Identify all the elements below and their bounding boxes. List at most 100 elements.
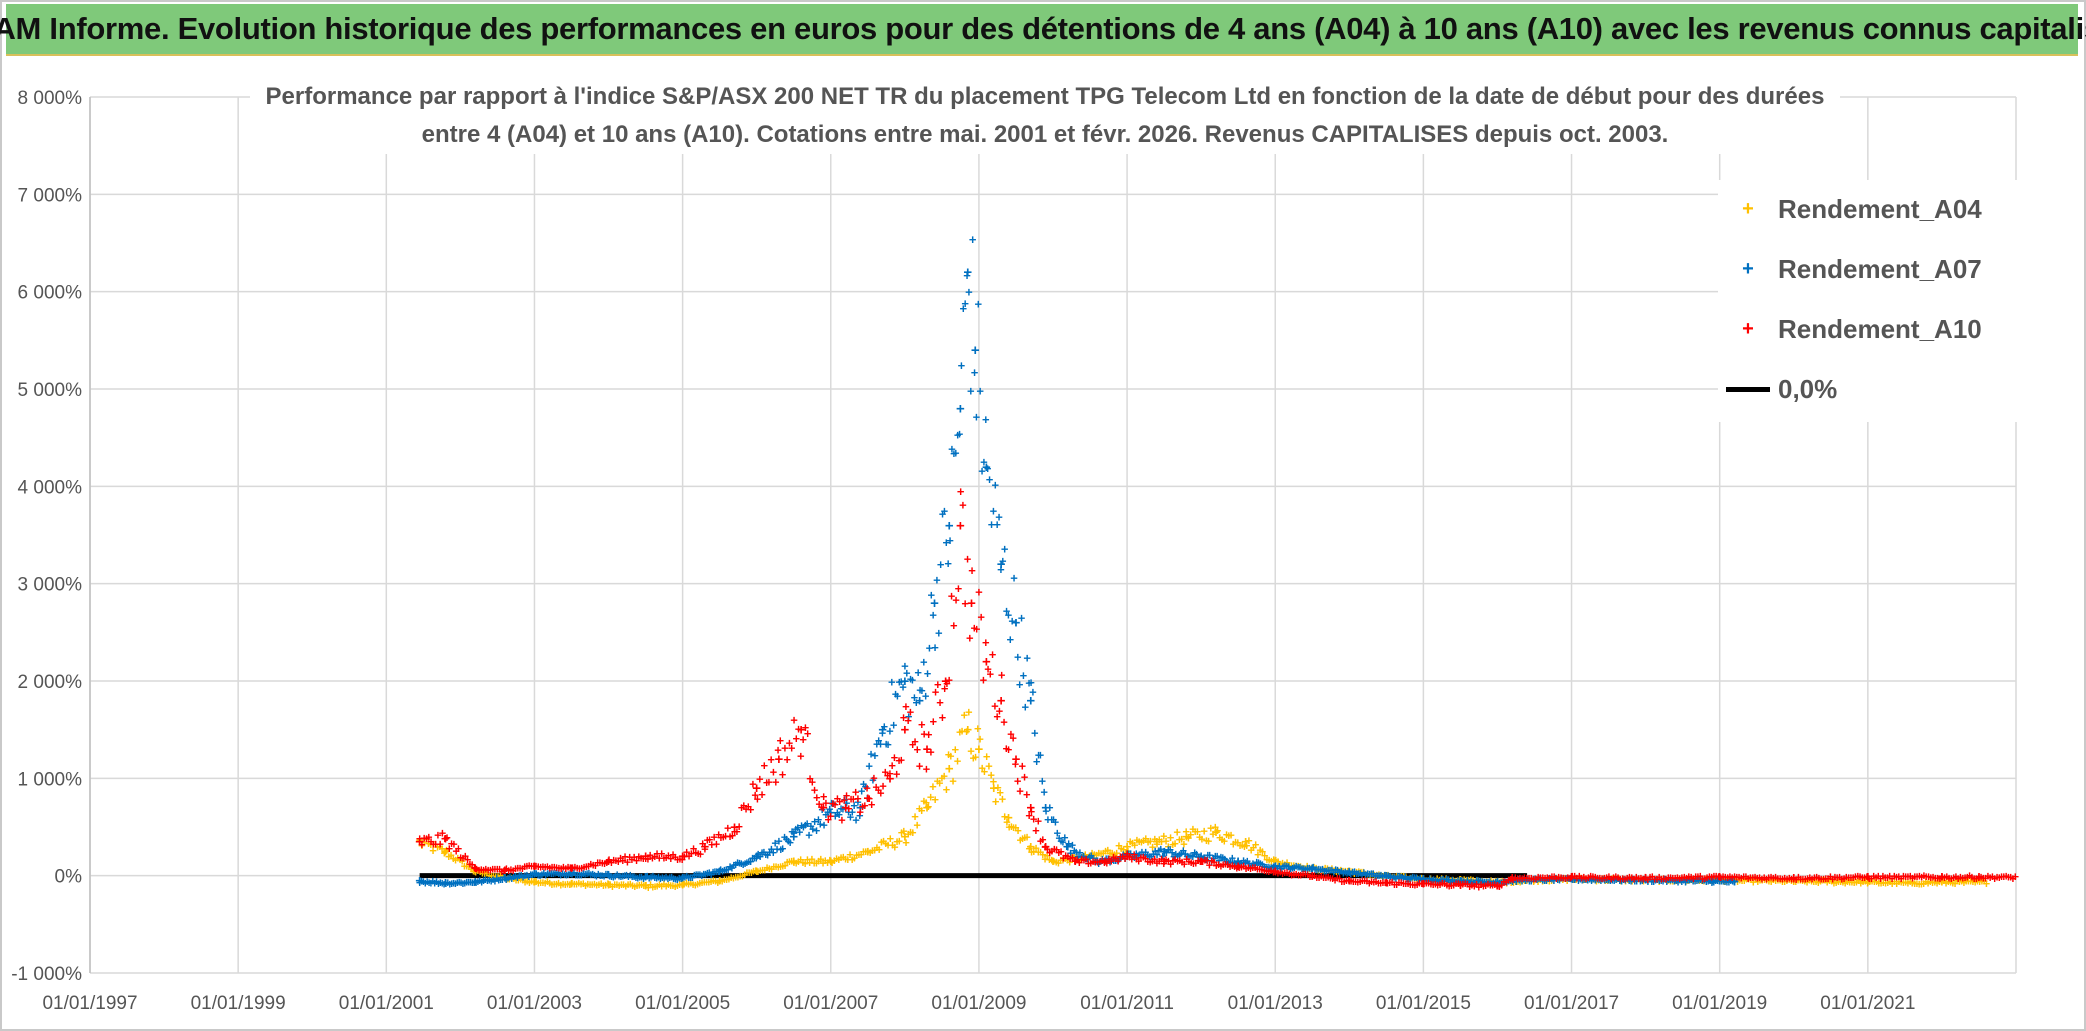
- data-point-rendement_a07: +: [709, 865, 717, 880]
- data-point-rendement_a04: +: [1810, 874, 1818, 889]
- data-point-rendement_a10: +: [900, 722, 909, 739]
- data-point-rendement_a04: +: [1752, 872, 1760, 887]
- data-point-rendement_a07: +: [1481, 874, 1489, 889]
- data-point-rendement_a04: +: [833, 851, 841, 866]
- data-point-rendement_a07: +: [965, 285, 973, 300]
- data-point-rendement_a10: +: [1427, 877, 1435, 892]
- data-point-rendement_a07: +: [1435, 874, 1443, 889]
- data-point-rendement_a04: +: [415, 834, 424, 851]
- data-point-rendement_a10: +: [1432, 877, 1440, 892]
- data-point-rendement_a07: +: [1072, 844, 1080, 859]
- data-point-rendement_a10: +: [1557, 870, 1565, 885]
- data-point-rendement_a04: +: [1315, 862, 1323, 877]
- data-point-rendement_a04: +: [1232, 834, 1240, 849]
- data-point-rendement_a07: +: [1037, 748, 1045, 763]
- data-point-rendement_a10: +: [742, 802, 750, 817]
- data-point-rendement_a04: +: [456, 852, 464, 867]
- report-title: ADAM Informe. Evolution historique des p…: [0, 11, 2086, 46]
- data-point-rendement_a10: +: [998, 668, 1006, 683]
- data-point-rendement_a07: +: [495, 873, 503, 888]
- data-point-rendement_a04: +: [429, 843, 437, 858]
- data-point-rendement_a04: +: [445, 849, 453, 864]
- data-point-rendement_a04: +: [1456, 872, 1465, 889]
- data-point-rendement_a04: +: [1684, 873, 1692, 888]
- data-point-rendement_a10: +: [1251, 860, 1259, 875]
- data-point-rendement_a07: +: [1403, 871, 1411, 886]
- data-point-rendement_a10: +: [872, 779, 880, 794]
- data-point-rendement_a04: +: [772, 859, 780, 874]
- data-point-rendement_a07: +: [1114, 853, 1122, 868]
- data-point-rendement_a10: +: [1217, 859, 1225, 874]
- data-point-rendement_a04: +: [1099, 846, 1107, 861]
- data-point-rendement_a10: +: [493, 861, 501, 876]
- data-point-rendement_a10: +: [1014, 773, 1022, 788]
- data-point-rendement_a07: +: [450, 875, 458, 890]
- data-point-rendement_a10: +: [1119, 849, 1127, 864]
- data-point-rendement_a07: +: [437, 875, 445, 890]
- data-point-rendement_a04: +: [1189, 822, 1197, 837]
- data-point-rendement_a04: +: [1608, 871, 1616, 886]
- data-point-rendement_a07: +: [617, 869, 625, 884]
- data-point-rendement_a07: +: [1168, 845, 1176, 860]
- data-point-rendement_a07: +: [1541, 873, 1549, 888]
- data-point-rendement_a04: +: [1308, 860, 1317, 877]
- data-point-rendement_a04: +: [902, 835, 910, 850]
- data-point-rendement_a04: +: [582, 878, 590, 893]
- data-point-rendement_a07: +: [530, 866, 539, 883]
- data-point-rendement_a07: +: [922, 689, 930, 704]
- data-point-rendement_a07: +: [1142, 845, 1150, 860]
- data-point-rendement_a04: +: [438, 841, 446, 856]
- data-point-rendement_a10: +: [610, 853, 618, 868]
- data-point-rendement_a04: +: [1602, 873, 1610, 888]
- data-point-rendement_a10: +: [692, 845, 700, 860]
- data-point-rendement_a04: +: [848, 852, 856, 867]
- data-point-rendement_a07: +: [1146, 849, 1154, 864]
- data-point-rendement_a07: +: [900, 673, 909, 690]
- data-point-rendement_a04: +: [920, 793, 928, 808]
- data-point-rendement_a04: +: [1303, 859, 1311, 874]
- data-point-rendement_a04: +: [1088, 845, 1096, 860]
- data-point-rendement_a07: +: [1353, 866, 1361, 881]
- data-point-rendement_a10: +: [1548, 869, 1556, 884]
- data-point-rendement_a07: +: [1093, 853, 1101, 868]
- data-point-rendement_a04: +: [1286, 859, 1294, 874]
- data-point-rendement_a10: +: [578, 861, 586, 876]
- data-point-rendement_a10: +: [475, 863, 483, 878]
- data-point-rendement_a04: +: [1271, 853, 1280, 870]
- data-point-rendement_a07: +: [988, 517, 996, 532]
- data-point-rendement_a04: +: [1857, 876, 1865, 891]
- data-point-rendement_a04: +: [1382, 868, 1391, 885]
- data-point-rendement_a04: +: [777, 859, 785, 874]
- data-point-rendement_a04: +: [1263, 852, 1271, 867]
- data-point-rendement_a04: +: [1503, 875, 1511, 890]
- data-point-rendement_a07: +: [1328, 863, 1336, 878]
- data-point-rendement_a04: +: [1971, 874, 1979, 889]
- data-point-rendement_a04: +: [1377, 868, 1385, 883]
- data-point-rendement_a10: +: [1274, 865, 1282, 880]
- data-point-rendement_a07: +: [508, 871, 516, 886]
- data-point-rendement_a10: +: [1518, 871, 1526, 886]
- data-point-rendement_a10: +: [1046, 845, 1054, 860]
- data-point-rendement_a07: +: [1166, 842, 1174, 857]
- data-point-rendement_a07: +: [1345, 864, 1354, 881]
- data-point-rendement_a04: +: [1122, 845, 1130, 860]
- data-point-rendement_a04: +: [1801, 874, 1809, 889]
- data-point-rendement_a10: +: [820, 789, 828, 804]
- data-point-rendement_a10: +: [943, 676, 951, 691]
- data-point-rendement_a04: +: [1279, 856, 1287, 871]
- data-point-rendement_a07: +: [1198, 852, 1206, 867]
- data-point-rendement_a07: +: [1157, 841, 1165, 856]
- data-point-rendement_a07: +: [1584, 872, 1592, 887]
- data-point-rendement_a04: +: [987, 768, 995, 783]
- data-point-rendement_a07: +: [1544, 871, 1552, 886]
- data-point-rendement_a04: +: [1407, 870, 1415, 885]
- data-point-rendement_a07: +: [997, 556, 1006, 573]
- data-point-rendement_a07: +: [1639, 873, 1647, 888]
- data-point-rendement_a10: +: [592, 858, 600, 873]
- data-point-rendement_a04: +: [1245, 833, 1253, 848]
- data-point-rendement_a10: +: [822, 796, 830, 811]
- data-point-rendement_a10: +: [1559, 871, 1567, 886]
- data-point-rendement_a07: +: [1593, 872, 1601, 887]
- y-tick-label: 3 000%: [18, 575, 83, 596]
- data-point-rendement_a04: +: [1967, 873, 1975, 888]
